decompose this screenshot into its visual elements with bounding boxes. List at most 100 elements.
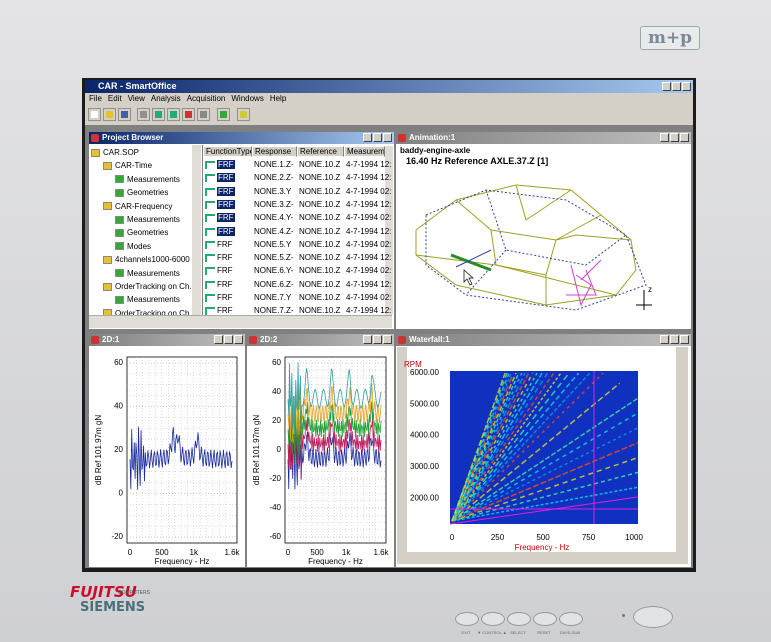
tree-icon [103, 255, 112, 264]
menu-item[interactable]: Windows [231, 94, 264, 103]
scrollbar [397, 552, 688, 564]
y-tick-label: 20 [114, 445, 123, 454]
row-icon [205, 254, 215, 263]
cell: NONE.5.Z- [254, 253, 294, 263]
window-button[interactable] [660, 133, 669, 142]
tree-label: Measurements [127, 268, 180, 278]
bezel-button[interactable] [507, 612, 531, 626]
bezel-button[interactable] [559, 612, 583, 626]
window-button[interactable] [680, 133, 689, 142]
order-line [451, 372, 512, 522]
window-button[interactable] [224, 335, 233, 344]
cell: 4-7-1994 12: [346, 160, 392, 169]
window-button[interactable] [363, 335, 372, 344]
cell: NONE.10.Z [299, 186, 341, 196]
menu-item[interactable]: Analysis [150, 94, 181, 103]
menu-item[interactable]: View [127, 94, 145, 103]
window-button[interactable] [680, 335, 689, 344]
tree-item[interactable]: Measurements [115, 175, 180, 184]
tree-item[interactable]: OrderTracking on Ch... [103, 282, 196, 291]
tree-item[interactable]: Measurements [115, 295, 180, 304]
bezel-button[interactable] [455, 612, 479, 626]
window-icon [91, 336, 99, 344]
tool-button[interactable] [137, 108, 150, 121]
x-tick-label: 1k [190, 548, 199, 557]
window-button[interactable] [363, 133, 372, 142]
curve [287, 393, 382, 465]
power-button[interactable] [633, 606, 673, 628]
tree-item[interactable]: 4channels1000-6000 [103, 255, 190, 264]
tree-item[interactable]: Geometries [115, 188, 168, 197]
window-button[interactable] [373, 335, 382, 344]
window-button[interactable] [670, 335, 679, 344]
window-title: Project Browser [89, 132, 394, 144]
menu-item[interactable]: Edit [107, 94, 122, 103]
tool-button[interactable] [167, 108, 180, 121]
y-tick-label: 5000.00 [410, 399, 439, 408]
window-button[interactable] [682, 82, 691, 91]
colormap [450, 371, 638, 524]
row-icon [205, 240, 215, 249]
column-header[interactable]: Reference [297, 146, 344, 157]
y-tick-label: 4000.00 [410, 431, 439, 440]
window-button[interactable] [214, 335, 223, 344]
tree-icon [103, 202, 112, 211]
tool-button[interactable] [237, 108, 250, 121]
row-icon [205, 294, 215, 302]
tool-button[interactable] [152, 108, 165, 121]
tool-button[interactable] [197, 108, 210, 121]
window-icon [398, 336, 406, 344]
tree-item[interactable]: CAR.SOP [91, 148, 139, 157]
tree-item[interactable]: Geometries [115, 228, 168, 237]
order-line [451, 372, 580, 522]
column-header[interactable]: FunctionType [203, 146, 252, 157]
column-header[interactable]: Response [252, 146, 297, 157]
window-button[interactable] [373, 133, 382, 142]
model-view: z [415, 184, 652, 311]
tool-button[interactable] [88, 108, 101, 121]
tree-label: 4channels1000-6000 [115, 255, 190, 265]
tool-button[interactable] [217, 108, 230, 121]
row-icon [205, 161, 215, 169]
window-controls [363, 335, 392, 344]
scrollbar [385, 146, 393, 315]
tool-button[interactable] [103, 108, 116, 121]
window-button[interactable] [660, 335, 669, 344]
window-button[interactable] [383, 335, 392, 344]
window-button[interactable] [670, 133, 679, 142]
window-button[interactable] [383, 133, 392, 142]
bezel-button[interactable] [481, 612, 505, 626]
row-icon [205, 267, 215, 276]
cell: 4-7-1994 12: [346, 279, 392, 289]
cell: FRF [217, 266, 233, 276]
tree-item[interactable]: CAR-Time [103, 161, 152, 170]
tree-item[interactable]: Measurements [115, 269, 180, 278]
order-line [451, 382, 621, 522]
tree-item[interactable]: OrderTracking on Ch... [103, 309, 196, 315]
order-line [451, 372, 549, 522]
cell: NONE.4.Z- [254, 226, 294, 236]
window-icon [249, 336, 257, 344]
brand-logo: m+p [640, 26, 700, 50]
bezel-button[interactable] [533, 612, 557, 626]
column-header[interactable]: Measuremen [344, 146, 385, 157]
window-button[interactable] [234, 335, 243, 344]
tree-item[interactable]: CAR-Frequency [103, 202, 172, 211]
window-button[interactable] [662, 82, 671, 91]
menu-item[interactable]: Help [269, 94, 287, 103]
cell: FRF [217, 199, 235, 209]
menu-item[interactable]: File [89, 94, 102, 103]
menu-item[interactable]: Acquisition [186, 94, 226, 103]
cell: 4-7-1994 12: [346, 306, 392, 316]
cell: NONE.10.Z [299, 293, 341, 302]
tool-button[interactable] [118, 108, 131, 121]
y-tick-label: -60 [269, 532, 281, 541]
wireframe [515, 184, 572, 221]
child-window: Project Browser CAR.SOP CAR-Time Measuremen… [88, 131, 395, 330]
tree-item[interactable]: Modes [115, 242, 151, 251]
cell: NONE.5.Y [254, 239, 292, 249]
tree-item[interactable]: Measurements [115, 215, 180, 224]
row-icon [205, 187, 215, 196]
tool-button[interactable] [182, 108, 195, 121]
window-button[interactable] [672, 82, 681, 91]
